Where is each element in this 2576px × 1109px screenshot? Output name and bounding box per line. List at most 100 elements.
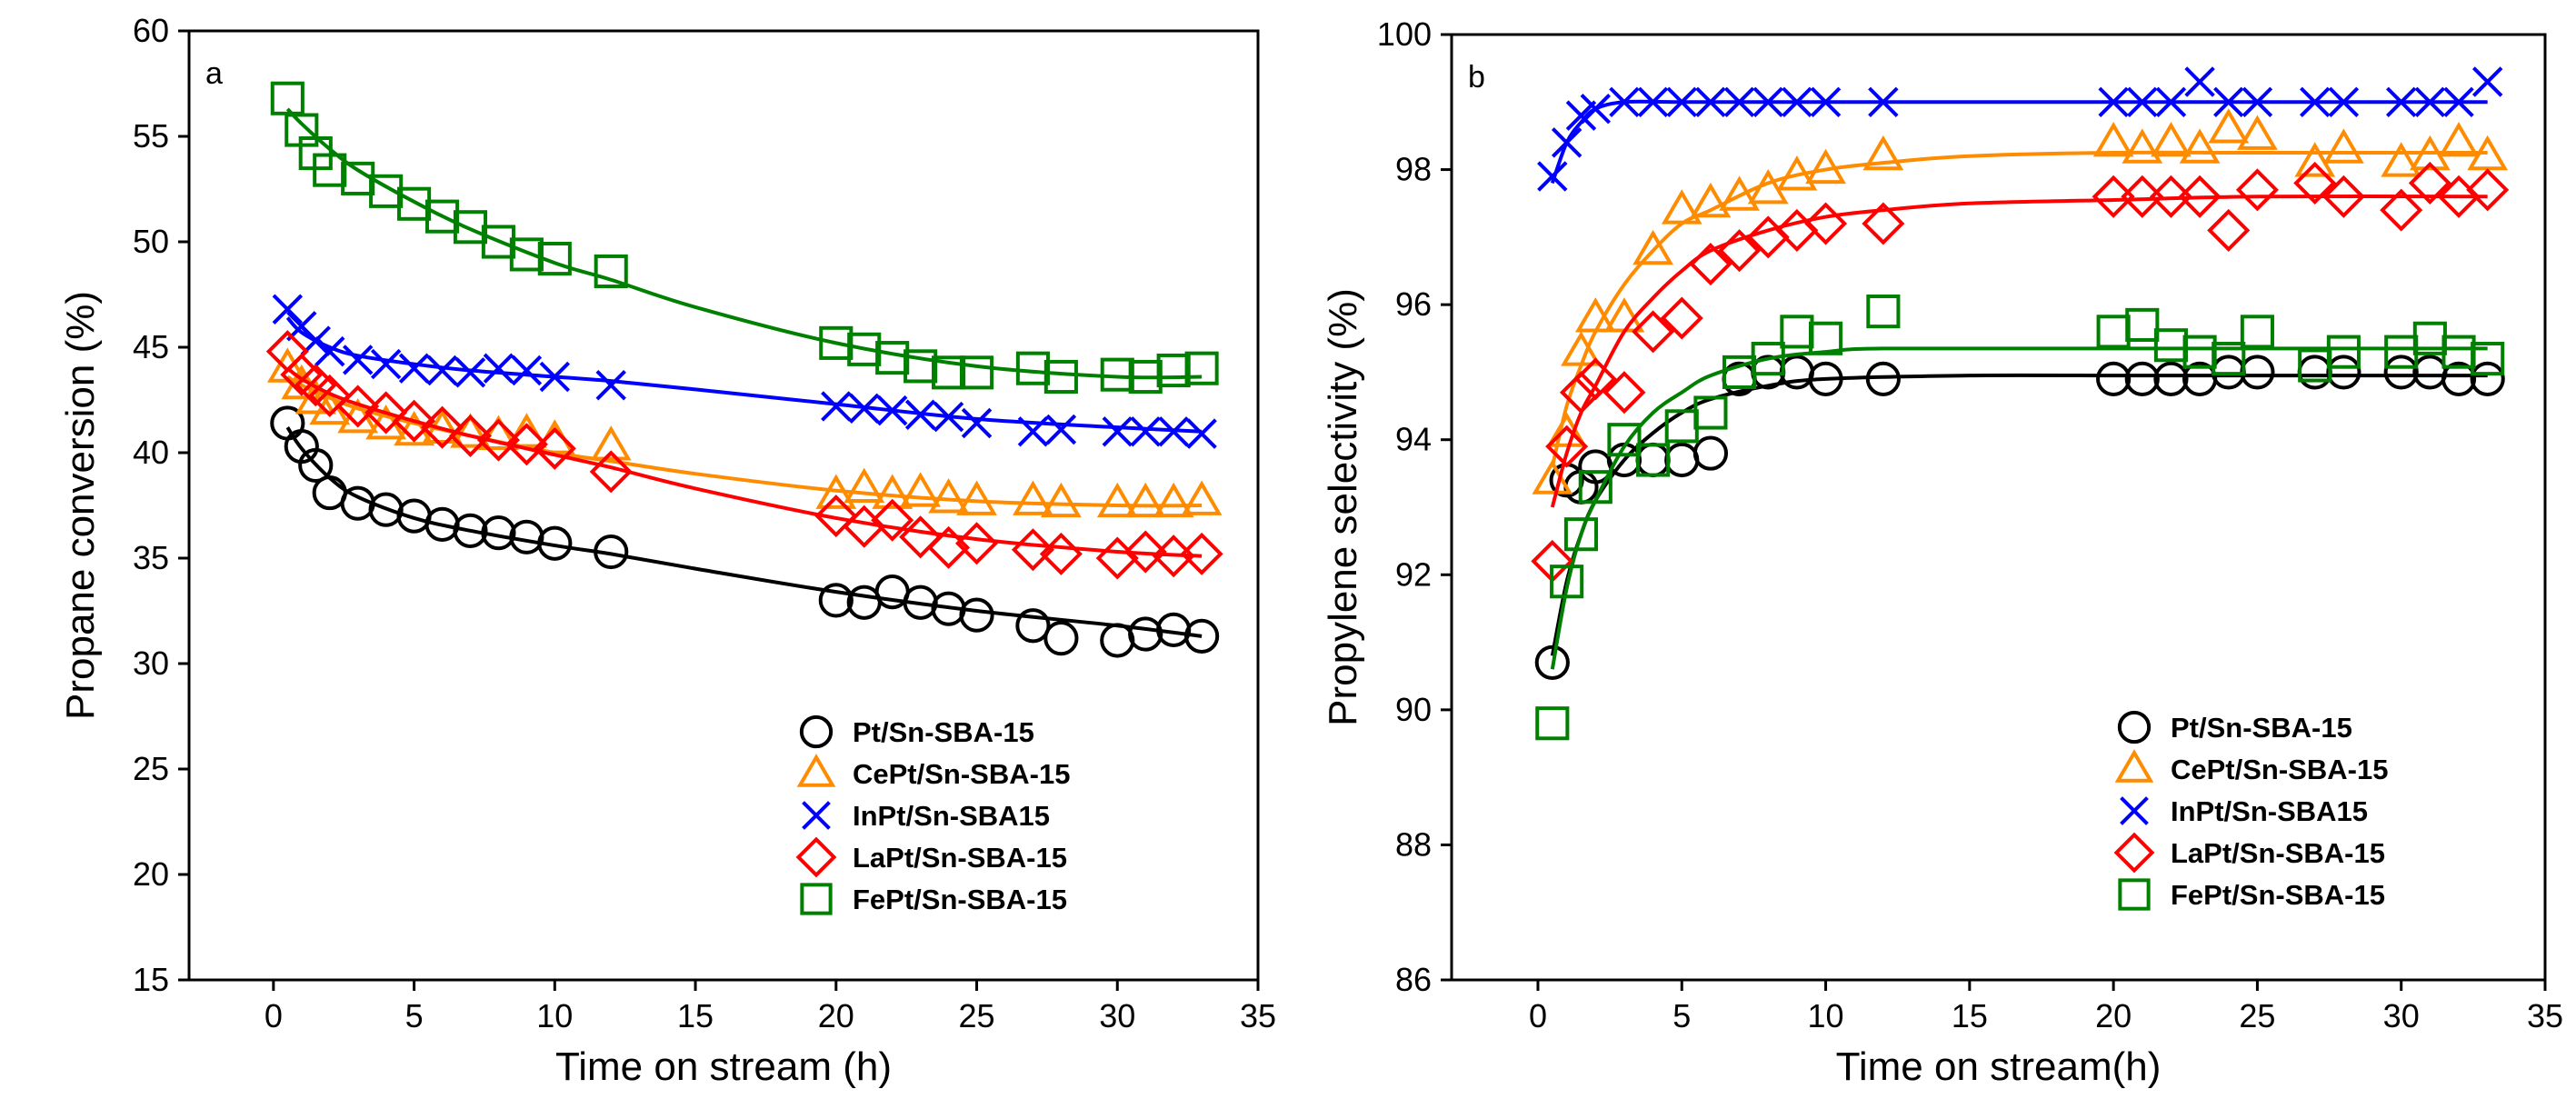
data-point-x [1537,161,1568,192]
data-point-square [959,355,994,390]
data-point-x [1045,414,1077,445]
data-point-triangle [1181,480,1223,515]
data-point-x [426,355,458,386]
data-point-x [961,407,993,439]
data-point-x [1723,86,1755,118]
panel-letter: b [1468,60,1485,95]
fit-curve-pt-sn-sba-15 [1550,373,2488,656]
data-point-square [904,349,938,384]
data-point-diamond [476,418,520,462]
data-point-diamond [954,522,999,565]
data-point-triangle [1661,189,1702,225]
data-point-diamond [2149,175,2192,218]
data-point-triangle [815,474,857,509]
legend-label: Pt/Sn-SBA-15 [853,716,1034,748]
data-point-circle [818,583,854,618]
data-point-diamond [843,505,886,548]
data-point-x [1782,86,1812,118]
data-point-x [1551,127,1583,158]
legend: Pt/Sn-SBA-15 CePt/Sn-SBA-15 InPt/Sn-SBA15 L… [795,714,1070,915]
data-point-triangle [2438,121,2480,157]
data-point-circle [298,447,334,484]
data-point-triangle [1805,148,1846,185]
data-point-x [1609,86,1640,118]
data-point-triangle [1719,175,1760,211]
panel-letter: a [205,56,223,91]
data-point-x [2471,66,2503,97]
y-tick-label: 30 [133,644,169,682]
data-point-diamond [589,450,633,494]
data-point-triangle [2208,108,2250,144]
data-point-square [2096,315,2131,349]
data-point-triangle [2381,142,2422,177]
data-point-x [904,399,936,430]
data-point-triangle [478,415,519,450]
data-point-circle [959,597,994,633]
data-point-diamond [1011,528,1054,572]
data-point-triangle [2237,115,2278,150]
data-point-square [1563,517,1599,552]
data-point-x [483,353,514,384]
data-point-square [1636,443,1671,477]
series-inpt-sn-sba15 [272,294,1217,449]
data-point-x [272,294,304,325]
data-point-diamond [2408,161,2451,205]
data-point-square [2240,315,2274,349]
y-tick-label: 15 [133,961,169,998]
x-tick-label: 20 [818,997,854,1034]
data-point-triangle [2294,142,2336,177]
data-point-triangle [2409,135,2451,171]
legend: Pt/Sn-SBA-15 CePt/Sn-SBA-15 InPt/Sn-SBA15 L… [2113,710,2388,911]
data-point-triangle [900,472,942,507]
data-point-triangle [2122,128,2163,164]
data-point-x [2300,86,2331,118]
legend-marker-square [800,883,833,915]
series-fept-sn-sba-15 [1535,295,2505,741]
data-point-square [270,81,305,115]
data-point-x [2155,86,2187,118]
y-tick-label: 100 [1377,15,1432,53]
data-point-circle [1808,361,1843,396]
data-point-diamond [1804,202,1848,245]
x-tick-label: 20 [2095,997,2132,1034]
data-point-triangle [1153,482,1194,518]
data-point-triangle [1632,229,1673,265]
data-point-triangle [872,474,914,509]
data-point-circle [1635,442,1671,478]
data-point-x [2098,86,2129,118]
data-point-square [1808,321,1843,355]
data-point-diamond [308,374,352,417]
data-point-x [1752,86,1783,118]
data-point-x [1868,86,1899,118]
data-point-diamond [533,426,576,470]
data-point-x [398,353,430,384]
data-point-diamond [1095,536,1139,580]
data-point-diamond [1559,371,1603,415]
data-point-diamond [2466,168,2510,212]
data-point-x [315,335,345,367]
x-tick-label: 35 [2527,997,2563,1034]
data-point-x [849,393,880,424]
data-point-x [2242,86,2273,118]
data-point-square [509,237,544,272]
x-tick-label: 10 [1808,997,1844,1034]
data-point-x [2443,86,2474,118]
data-point-square [1751,342,1785,376]
data-point-circle [2153,361,2189,396]
data-point-diamond [504,423,548,466]
data-point-square [1780,315,1814,349]
data-point-x [1186,418,1217,449]
data-point-square [875,341,910,375]
legend-label: CePt/Sn-SBA-15 [853,758,1070,790]
data-point-circle [537,525,573,561]
legend-marker-circle [799,714,834,749]
data-point-x [539,361,571,393]
data-point-circle [1043,621,1079,656]
data-point-x [2213,86,2244,118]
data-point-square [313,153,347,187]
y-tick-label: 88 [1395,825,1432,863]
data-point-square [1535,706,1570,741]
data-point-circle [2326,355,2361,390]
data-point-diamond [1775,208,1819,252]
